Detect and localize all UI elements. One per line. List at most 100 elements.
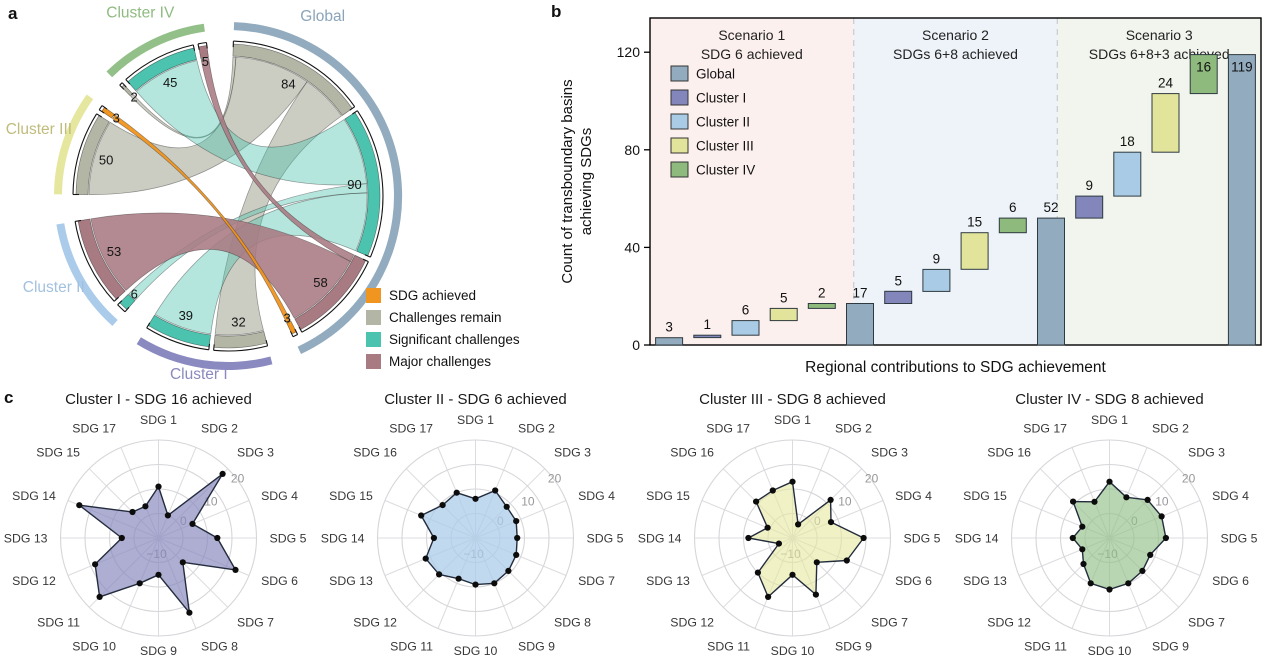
chord-ribbon-significant <box>154 192 368 335</box>
radar-dot <box>745 534 752 542</box>
radar-axis-label: SDG 5 <box>1221 532 1258 546</box>
chord-group-label: Cluster III <box>6 121 72 138</box>
bar-value-label: 6 <box>742 303 750 318</box>
radar-axis-label: SDG 4 <box>578 489 615 503</box>
chord-group-band <box>106 23 205 78</box>
radar-card-cluster-iii: Cluster III - SDG 8 achieved −1001020SDG… <box>634 388 951 659</box>
radar-dot <box>76 502 83 509</box>
chord-legend-item: Major challenges <box>366 350 520 372</box>
radar-dot <box>1139 567 1146 574</box>
radar-dot <box>92 561 99 568</box>
radar-dot <box>860 534 867 542</box>
chord-tick-mark <box>352 110 358 115</box>
radar-tick-label: 20 <box>231 471 245 485</box>
radar-title-cluster-i: Cluster I - SDG 16 achieved <box>65 391 252 408</box>
radar-dot <box>505 567 512 574</box>
radar-axis-label: SDG 11 <box>390 640 433 654</box>
chord-tick-mark <box>294 328 299 335</box>
radar-dot <box>455 575 462 582</box>
chord-tick-mark <box>349 106 356 111</box>
radar-dot <box>179 559 186 566</box>
chord-tick-arc <box>72 113 98 195</box>
chord-group-band <box>136 337 273 370</box>
radar-dot <box>1125 580 1132 587</box>
legend-swatch <box>670 65 689 82</box>
radar-ring <box>1035 463 1184 613</box>
radar-axis-label: SDG 9 <box>140 644 177 658</box>
waterfall-bar <box>846 303 874 346</box>
chord-legend-label: Major challenges <box>389 353 492 369</box>
chord-tick-mark <box>124 306 130 313</box>
chord-rim-remain <box>75 114 110 195</box>
radar-dot <box>1079 523 1086 530</box>
bar-value-label: 18 <box>1120 134 1135 149</box>
chord-tick-mark <box>208 343 211 350</box>
radar-axis-label: SDG 4 <box>1212 489 1249 503</box>
radar-axis-label: SDG 14 <box>955 532 999 546</box>
chord-legend-item: Challenges remain <box>366 306 520 328</box>
radar-axis-label: SDG 1 <box>457 413 494 427</box>
radar-axis-label: SDG 12 <box>12 574 56 588</box>
radar-dot <box>1070 498 1077 505</box>
radar-dot <box>1162 534 1169 542</box>
radar-axis-label: SDG 3 <box>871 446 908 460</box>
scenario-band <box>1057 18 1261 345</box>
radar-dot <box>219 470 226 477</box>
panel-letter-c: c <box>4 388 14 407</box>
radar-axis-label: SDG 6 <box>261 574 298 588</box>
radar-axis-label: SDG 16 <box>987 446 1031 460</box>
radar-axis-label: SDG 3 <box>237 446 274 460</box>
chord-tick-mark <box>113 296 119 302</box>
panel-letter-b: b <box>551 2 562 21</box>
radar-dot <box>795 521 802 528</box>
legend-swatch <box>670 113 689 130</box>
radar-dot <box>472 581 479 588</box>
radar-axis-label: SDG 10 <box>1088 644 1132 658</box>
radar-dot <box>503 503 510 510</box>
radar-axis-label: SDG 1 <box>1091 413 1128 427</box>
scenario-title-line1: Scenario 1 <box>718 27 785 43</box>
chord-rim-remain <box>121 84 133 97</box>
radar-dot <box>812 591 819 598</box>
radar-title-cluster-ii: Cluster II - SDG 6 achieved <box>384 391 567 408</box>
radar-axis-label: SDG 12 <box>670 616 714 630</box>
radar-tick-label: 20 <box>1182 471 1196 485</box>
radar-dot <box>764 524 771 531</box>
radar-title-cluster-iii: Cluster III - SDG 8 achieved <box>699 391 886 408</box>
bar-value-label: 24 <box>1158 76 1174 91</box>
chord-tick-mark <box>362 258 369 263</box>
radar-dot <box>186 609 193 616</box>
chord-value-label: 53 <box>107 244 121 259</box>
chord-rim-significant <box>119 293 136 311</box>
chord-tick-mark <box>192 44 196 51</box>
radar-dot <box>514 534 521 542</box>
radar-axis-label: SDG 13 <box>963 574 1007 588</box>
chord-ribbon-remain <box>130 56 237 139</box>
radar-dot <box>492 487 499 494</box>
chord-tick-mark <box>364 254 371 258</box>
radar-axis-label: SDG 1 <box>774 413 811 427</box>
chord-tick-mark <box>75 219 82 222</box>
scenario-title-line2: SDGs 6+8 achieved <box>893 46 1018 62</box>
chord-value-label: 5 <box>202 54 209 69</box>
radar-dot <box>789 571 796 578</box>
radar-axis-label: SDG 4 <box>895 489 932 503</box>
chord-legend-item: SDG achieved <box>366 284 520 306</box>
chord-tick-arc <box>146 327 209 351</box>
radar-axis-label: SDG 17 <box>72 421 116 435</box>
plot-border <box>649 17 1262 346</box>
legend-label: Cluster III <box>696 139 754 154</box>
radar-dot <box>129 508 136 516</box>
waterfall-bar <box>922 268 951 292</box>
radar-axis-label: SDG 15 <box>36 446 80 460</box>
radar-axis-label: SDG 12 <box>353 616 397 630</box>
radar-dot <box>1106 586 1113 593</box>
radar-ring <box>84 463 233 613</box>
radar-axis-label: SDG 8 <box>201 640 238 654</box>
waterfall-bar <box>1151 93 1180 153</box>
chord-legend-label: Challenges remain <box>389 309 502 325</box>
